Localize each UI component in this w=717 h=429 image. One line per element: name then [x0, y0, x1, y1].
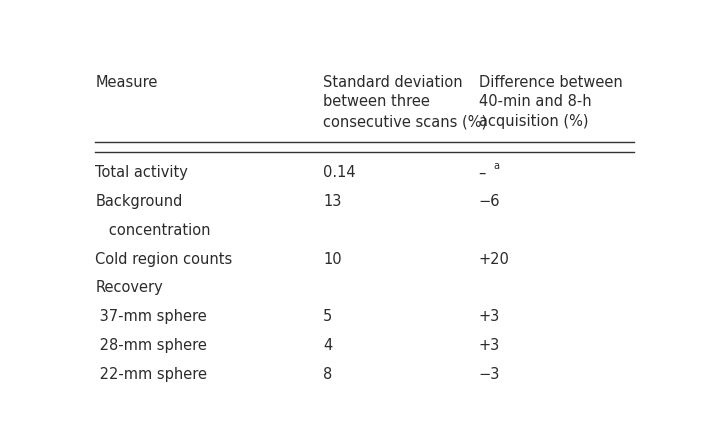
Text: 10: 10 — [323, 252, 341, 267]
Text: 28-mm sphere: 28-mm sphere — [95, 338, 207, 353]
Text: concentration: concentration — [95, 223, 211, 238]
Text: Measure: Measure — [95, 75, 158, 90]
Text: 8: 8 — [323, 367, 332, 382]
Text: Difference between
40-min and 8-h
acquisition (%): Difference between 40-min and 8-h acquis… — [479, 75, 622, 129]
Text: +3: +3 — [479, 338, 500, 353]
Text: Background: Background — [95, 194, 183, 209]
Text: 0.14: 0.14 — [323, 166, 356, 181]
Text: +3: +3 — [479, 309, 500, 324]
Text: –: – — [479, 166, 486, 181]
Text: Cold region counts: Cold region counts — [95, 252, 232, 267]
Text: −6: −6 — [479, 194, 500, 209]
Text: Total activity: Total activity — [95, 166, 188, 181]
Text: 4: 4 — [323, 338, 332, 353]
Text: a: a — [493, 161, 500, 172]
Text: −3: −3 — [479, 367, 500, 382]
Text: 5: 5 — [323, 309, 332, 324]
Text: +20: +20 — [479, 252, 510, 267]
Text: 37-mm sphere: 37-mm sphere — [95, 309, 207, 324]
Text: Recovery: Recovery — [95, 281, 163, 296]
Text: 13: 13 — [323, 194, 341, 209]
Text: 22-mm sphere: 22-mm sphere — [95, 367, 207, 382]
Text: Standard deviation
between three
consecutive scans (%): Standard deviation between three consecu… — [323, 75, 487, 129]
